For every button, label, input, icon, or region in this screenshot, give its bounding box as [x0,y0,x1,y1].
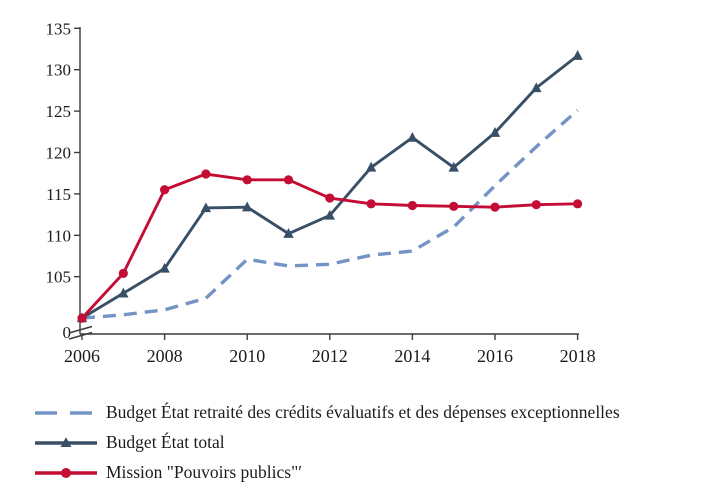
circle-line-swatch [35,467,97,478]
svg-text:105: 105 [46,268,72,287]
svg-text:110: 110 [46,226,71,245]
svg-text:130: 130 [46,61,72,80]
dashed-line-swatch [35,410,97,415]
legend-label-mission-pouvoirs-publics: Mission "Pouvoirs publics"′ [106,462,303,482]
svg-text:2012: 2012 [312,346,348,366]
legend-item-mission-pouvoirs-publics: Mission "Pouvoirs publics"′ [33,461,620,484]
svg-text:135: 135 [46,19,72,38]
line-chart: 105 110 115 120 125 130 135 0 2006 2008 2010 2012 20… [46,19,596,366]
svg-text:2006: 2006 [64,346,100,366]
svg-text:2010: 2010 [229,346,265,366]
legend-label-budget-etat-retraite: Budget État retraité des crédits évaluat… [106,402,620,422]
svg-text:0: 0 [63,323,72,342]
svg-text:2018: 2018 [560,346,596,366]
svg-text:2016: 2016 [477,346,513,366]
triangle-line-swatch [35,436,97,447]
chart-legend: Budget État retraité des crédits évaluat… [33,401,620,484]
svg-text:2008: 2008 [147,346,183,366]
svg-text:2014: 2014 [394,346,430,366]
legend-item-budget-etat-retraite: Budget État retraité des crédits évaluat… [33,401,620,424]
svg-text:115: 115 [46,185,71,204]
svg-text:120: 120 [46,144,72,163]
legend-item-budget-etat-total: Budget État total [33,431,620,454]
svg-text:125: 125 [46,102,72,121]
legend-label-budget-etat-total: Budget État total [106,432,225,452]
